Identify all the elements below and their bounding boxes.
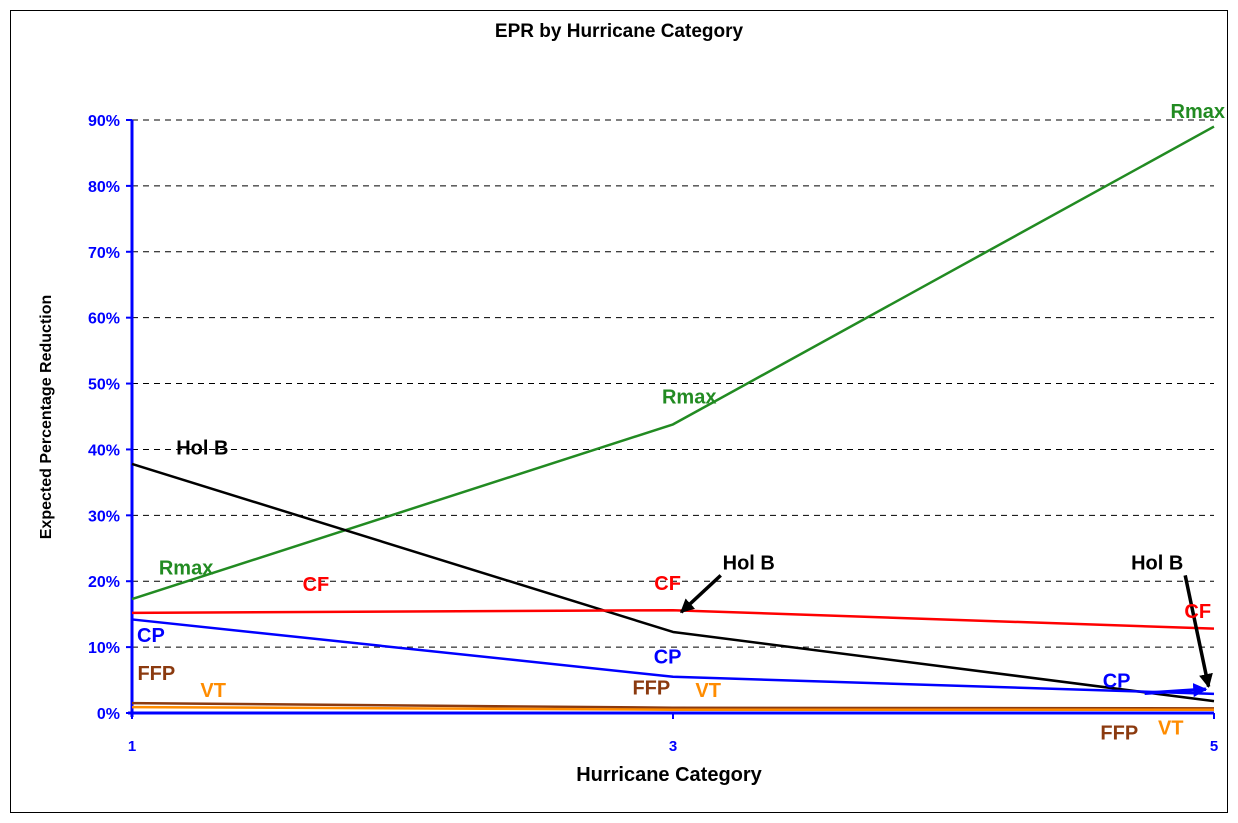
annotation-arrow [1183, 575, 1213, 689]
annotations: Rmax Rmax Rmax Hol B Hol B Hol B CF CF CF CP CP CP F… [137, 101, 1225, 744]
series-label-vt: VT [695, 680, 721, 702]
series-lines [131, 125, 1215, 711]
series-line-ffp [131, 701, 1215, 710]
y-tick-label: 90% [88, 113, 120, 130]
y-tick-label: 10% [88, 640, 120, 657]
series-label-vt: VT [200, 680, 226, 702]
y-tick-label: 40% [88, 442, 120, 459]
series-label-rmax: Rmax [159, 558, 213, 580]
y-tick-label: 80% [88, 179, 120, 196]
y-tick-label: 70% [88, 245, 120, 262]
y-tick-label: 0% [97, 706, 120, 723]
series-line-cp [131, 618, 1215, 696]
series-label-rmax: Rmax [1171, 101, 1225, 123]
series-label-rmax: Rmax [662, 386, 716, 408]
annotation-arrow [679, 574, 722, 614]
x-tick-label: 3 [669, 738, 677, 755]
series-line-cf [131, 608, 1215, 630]
series-label-ffp: FFP [632, 678, 670, 700]
series-line-rmax [131, 125, 1215, 601]
x-tick-label: 1 [128, 738, 136, 755]
series-label-ffp: FFP [137, 663, 175, 685]
series-label-hol-b: Hol B [176, 438, 228, 460]
gridlines [132, 119, 1214, 648]
chart-title: EPR by Hurricane Category [495, 21, 744, 42]
y-tick-label: 50% [88, 377, 120, 394]
series-label-hol-b: Hol B [723, 552, 775, 574]
y-tick-label: 30% [88, 508, 120, 525]
series-label-cp: CP [137, 625, 165, 647]
series-label-ffp: FFP [1100, 722, 1138, 744]
series-line-vt [131, 705, 1214, 711]
series-label-cf: CF [303, 574, 330, 596]
chart-frame [10, 10, 1228, 813]
series-label-vt: VT [1158, 718, 1184, 740]
series-label-cp: CP [654, 647, 682, 669]
y-axis-label: Expected Percentage Reduction [38, 295, 55, 540]
y-tick-label: 60% [88, 311, 120, 328]
series-label-hol-b: Hol B [1131, 552, 1183, 574]
series-label-cp: CP [1103, 670, 1131, 692]
y-tick-label: 20% [88, 574, 120, 591]
x-axis-label: Hurricane Category [576, 764, 762, 786]
annotation-arrow [1144, 683, 1208, 698]
series-line-hol-b [131, 462, 1215, 703]
x-tick-label: 5 [1210, 738, 1218, 755]
axes: 0% 10% 20% 30% 40% 50% 60% 70% 80% 90% 1 3 5 [88, 113, 1218, 755]
series-label-cf: CF [654, 573, 681, 595]
series-label-cf: CF [1184, 601, 1211, 623]
